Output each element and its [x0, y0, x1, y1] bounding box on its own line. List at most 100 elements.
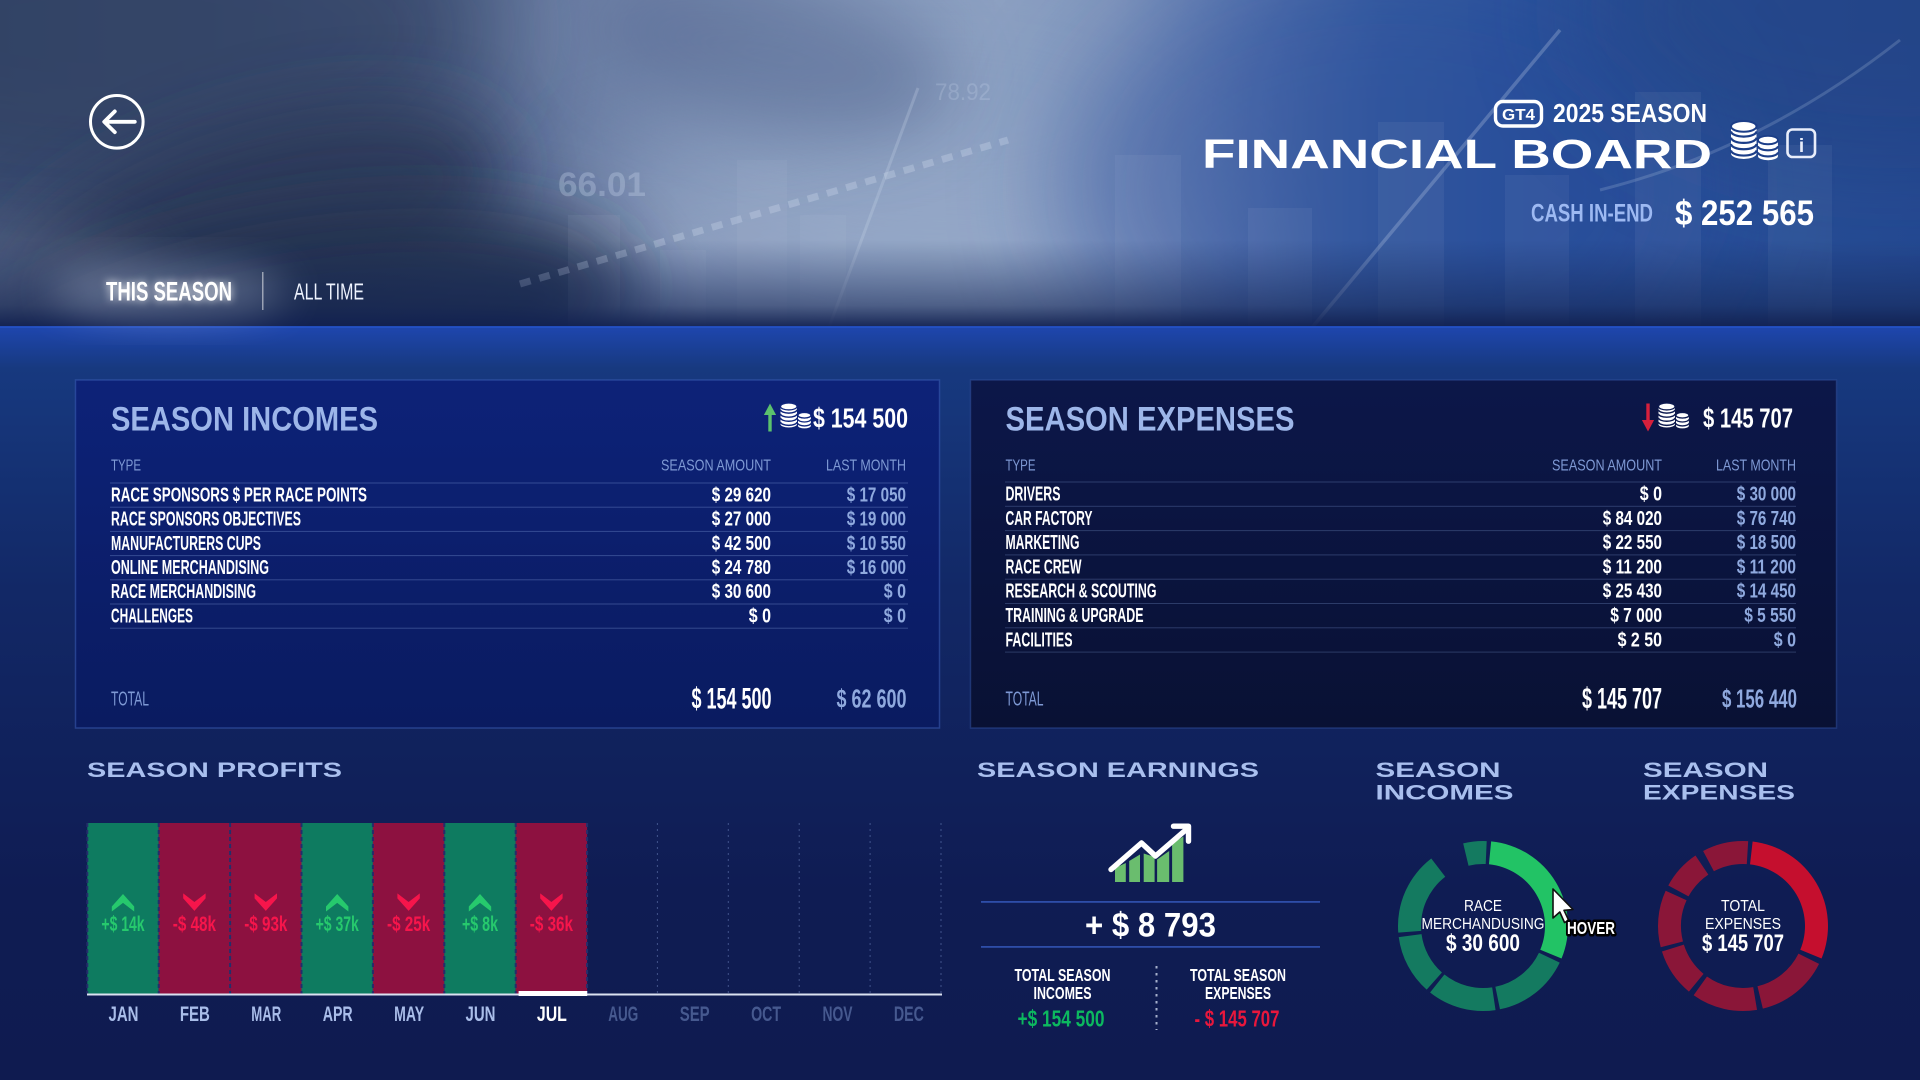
svg-text:$ 84 020: $ 84 020: [1603, 507, 1662, 530]
svg-text:INCOMES: INCOMES: [1376, 781, 1514, 805]
svg-text:$ 0: $ 0: [749, 604, 771, 627]
svg-text:2025 SEASON: 2025 SEASON: [1553, 98, 1707, 128]
svg-text:- $ 145 707: - $ 145 707: [1195, 1006, 1280, 1032]
svg-text:$ 27 000: $ 27 000: [712, 508, 771, 531]
svg-text:$ 25 430: $ 25 430: [1603, 580, 1662, 603]
svg-text:SEASON: SEASON: [1376, 758, 1501, 782]
svg-text:RACE SPONSORS $ PER RACE POINT: RACE SPONSORS $ PER RACE POINTS: [111, 483, 367, 506]
svg-text:EXPENSES: EXPENSES: [1643, 781, 1795, 805]
svg-text:DEC: DEC: [894, 1003, 924, 1026]
svg-text:RACE CREW: RACE CREW: [1006, 555, 1082, 578]
svg-text:AUG: AUG: [608, 1003, 638, 1026]
svg-text:TOTAL SEASON: TOTAL SEASON: [1190, 965, 1286, 985]
svg-text:TOTAL: TOTAL: [1721, 898, 1765, 915]
svg-text:$ 18 500: $ 18 500: [1737, 531, 1796, 554]
svg-text:THIS SEASON: THIS SEASON: [106, 277, 232, 307]
svg-text:JUN: JUN: [466, 1003, 496, 1026]
svg-text:EXPENSES: EXPENSES: [1705, 916, 1781, 933]
svg-text:CASH IN-END: CASH IN-END: [1531, 200, 1653, 228]
svg-text:-$ 25k: -$ 25k: [387, 913, 430, 936]
svg-text:ALL TIME: ALL TIME: [294, 279, 364, 305]
svg-text:MANUFACTURERS CUPS: MANUFACTURERS CUPS: [111, 532, 261, 555]
svg-text:FEB: FEB: [180, 1003, 210, 1026]
svg-text:FINANCIAL BOARD: FINANCIAL BOARD: [1202, 131, 1712, 177]
svg-text:$ 30 600: $ 30 600: [1446, 930, 1520, 957]
svg-text:$ 2 50: $ 2 50: [1618, 628, 1662, 651]
svg-text:MARKETING: MARKETING: [1006, 531, 1080, 554]
svg-text:$ 76 740: $ 76 740: [1737, 507, 1796, 530]
svg-text:-$ 36k: -$ 36k: [530, 913, 573, 936]
svg-text:SEASON INCOMES: SEASON INCOMES: [111, 401, 378, 439]
svg-text:$ 24 780: $ 24 780: [712, 556, 771, 579]
svg-text:SEASON AMOUNT: SEASON AMOUNT: [661, 458, 771, 475]
svg-text:$ 42 500: $ 42 500: [712, 532, 771, 555]
svg-text:HOVER: HOVER: [1567, 918, 1615, 938]
svg-text:$ 30 000: $ 30 000: [1737, 482, 1796, 505]
svg-text:TYPE: TYPE: [111, 458, 141, 475]
svg-text:$ 154 500: $ 154 500: [692, 683, 772, 716]
svg-text:FACILITIES: FACILITIES: [1006, 628, 1073, 651]
svg-text:$ 145 707: $ 145 707: [1703, 403, 1793, 434]
svg-text:GT4: GT4: [1502, 107, 1535, 124]
svg-text:$ 0: $ 0: [1640, 482, 1662, 505]
svg-text:APR: APR: [323, 1003, 353, 1026]
svg-text:RACE SPONSORS OBJECTIVES: RACE SPONSORS OBJECTIVES: [111, 508, 301, 531]
svg-text:$ 145 707: $ 145 707: [1582, 683, 1662, 716]
svg-text:$ 5 550: $ 5 550: [1744, 604, 1796, 627]
svg-text:SEASON AMOUNT: SEASON AMOUNT: [1552, 458, 1662, 475]
svg-text:$ 7 000: $ 7 000: [1610, 604, 1662, 627]
svg-text:JAN: JAN: [109, 1003, 139, 1026]
svg-text:+$ 154 500: +$ 154 500: [1018, 1006, 1105, 1032]
svg-text:DRIVERS: DRIVERS: [1006, 482, 1061, 505]
svg-text:-$ 93k: -$ 93k: [244, 913, 287, 936]
svg-text:-$ 48k: -$ 48k: [173, 913, 216, 936]
svg-text:$ 154 500: $ 154 500: [813, 403, 908, 434]
svg-text:RACE MERCHANDISING: RACE MERCHANDISING: [111, 580, 256, 603]
svg-text:SEASON: SEASON: [1643, 758, 1768, 782]
svg-text:OCT: OCT: [751, 1003, 781, 1026]
svg-text:78.92: 78.92: [935, 79, 991, 106]
svg-text:$ 145 707: $ 145 707: [1702, 930, 1784, 957]
svg-text:INCOMES: INCOMES: [1034, 983, 1092, 1003]
svg-text:$ 0: $ 0: [884, 604, 906, 627]
svg-text:$ 14 450: $ 14 450: [1737, 580, 1796, 603]
svg-text:$ 62 600: $ 62 600: [837, 684, 907, 714]
svg-text:+$ 14k: +$ 14k: [101, 913, 144, 936]
svg-text:$ 22 550: $ 22 550: [1603, 531, 1662, 554]
svg-text:LAST MONTH: LAST MONTH: [826, 458, 906, 475]
svg-text:$ 156 440: $ 156 440: [1722, 684, 1797, 714]
svg-text:MERCHANDUSING: MERCHANDUSING: [1422, 916, 1545, 933]
svg-text:$ 10 550: $ 10 550: [847, 532, 906, 555]
svg-text:MAY: MAY: [394, 1003, 424, 1026]
svg-text:ONLINE MERCHANDISING: ONLINE MERCHANDISING: [111, 556, 269, 579]
svg-text:$ 29 620: $ 29 620: [712, 483, 771, 506]
svg-text:$ 11 200: $ 11 200: [1737, 555, 1796, 578]
svg-text:+$ 8k: +$ 8k: [462, 913, 498, 936]
svg-text:MAR: MAR: [251, 1003, 281, 1026]
svg-text:$ 16 000: $ 16 000: [847, 556, 906, 579]
svg-text:TOTAL: TOTAL: [1006, 689, 1044, 711]
svg-text:$ 11 200: $ 11 200: [1603, 555, 1662, 578]
svg-text:TOTAL SEASON: TOTAL SEASON: [1015, 965, 1111, 985]
svg-text:SEASON EXPENSES: SEASON EXPENSES: [1006, 401, 1295, 439]
svg-text:CAR FACTORY: CAR FACTORY: [1006, 507, 1093, 530]
svg-text:NOV: NOV: [823, 1003, 853, 1026]
svg-text:$ 0: $ 0: [1774, 628, 1796, 651]
svg-text:TRAINING & UPGRADE: TRAINING & UPGRADE: [1006, 604, 1144, 627]
svg-text:RACE: RACE: [1464, 898, 1502, 915]
svg-text:RESEARCH & SCOUTING: RESEARCH & SCOUTING: [1006, 580, 1157, 603]
svg-text:$ 0: $ 0: [884, 580, 906, 603]
svg-text:TOTAL: TOTAL: [111, 689, 149, 711]
svg-text:TYPE: TYPE: [1006, 458, 1036, 475]
svg-text:$ 17 050: $ 17 050: [847, 483, 906, 506]
svg-text:$ 19 000: $ 19 000: [847, 508, 906, 531]
svg-text:CHALLENGES: CHALLENGES: [111, 604, 193, 627]
svg-text:66.01: 66.01: [558, 166, 646, 204]
svg-text:$ 30 600: $ 30 600: [712, 580, 771, 603]
svg-text:+ $ 8 793: + $ 8 793: [1085, 907, 1216, 945]
svg-text:$ 252 565: $ 252 565: [1675, 193, 1814, 233]
svg-text:LAST MONTH: LAST MONTH: [1716, 458, 1796, 475]
svg-text:+$ 37k: +$ 37k: [316, 913, 359, 936]
svg-text:EXPENSES: EXPENSES: [1205, 983, 1271, 1003]
svg-text:SEASON PROFITS: SEASON PROFITS: [87, 758, 342, 782]
